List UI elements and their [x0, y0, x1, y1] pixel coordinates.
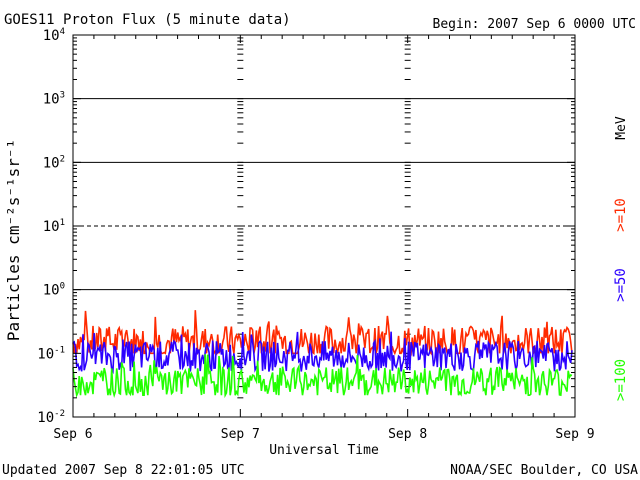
x-tick-label: Sep 7: [221, 427, 260, 442]
y-tick-label: 101: [43, 218, 65, 235]
legend-entry-2: >=100: [613, 359, 629, 401]
grid-layer: [73, 37, 575, 418]
legend-unit: MeV: [614, 116, 629, 140]
axis-layer: 10-2 10-1 100 101 102 103 104 Sep 6 Sep 7 Sep 8 Se…: [37, 27, 594, 442]
y-tick-label: 100: [43, 282, 65, 299]
chart-title: GOES11 Proton Flux (5 minute data): [4, 12, 291, 28]
y-tick-label: 10-1: [37, 345, 65, 362]
legend: >=10 >=50 >=100 MeV: [613, 116, 629, 401]
x-tick-label: Sep 8: [388, 427, 427, 442]
legend-entry-0: >=10: [613, 198, 629, 232]
y-tick-label: 104: [43, 27, 65, 44]
footer-source: NOAA/SEC Boulder, CO USA: [450, 463, 638, 478]
begin-label: Begin: 2007 Sep 6 0000 UTC: [433, 17, 637, 32]
x-axis-label: Universal Time: [269, 443, 379, 458]
series-layer: [72, 310, 573, 399]
y-tick-label: 103: [43, 91, 65, 108]
footer-updated: Updated 2007 Sep 8 22:01:05 UTC: [2, 463, 245, 478]
y-axis-label: Particles cm⁻²s⁻¹sr⁻¹: [4, 139, 23, 341]
x-tick-label: Sep 6: [53, 427, 92, 442]
series-line-2: [72, 354, 573, 399]
legend-entry-1: >=50: [613, 268, 629, 302]
y-tick-label: 10-2: [37, 409, 65, 426]
x-tick-label: Sep 9: [555, 427, 594, 442]
y-tick-label: 102: [43, 154, 65, 171]
